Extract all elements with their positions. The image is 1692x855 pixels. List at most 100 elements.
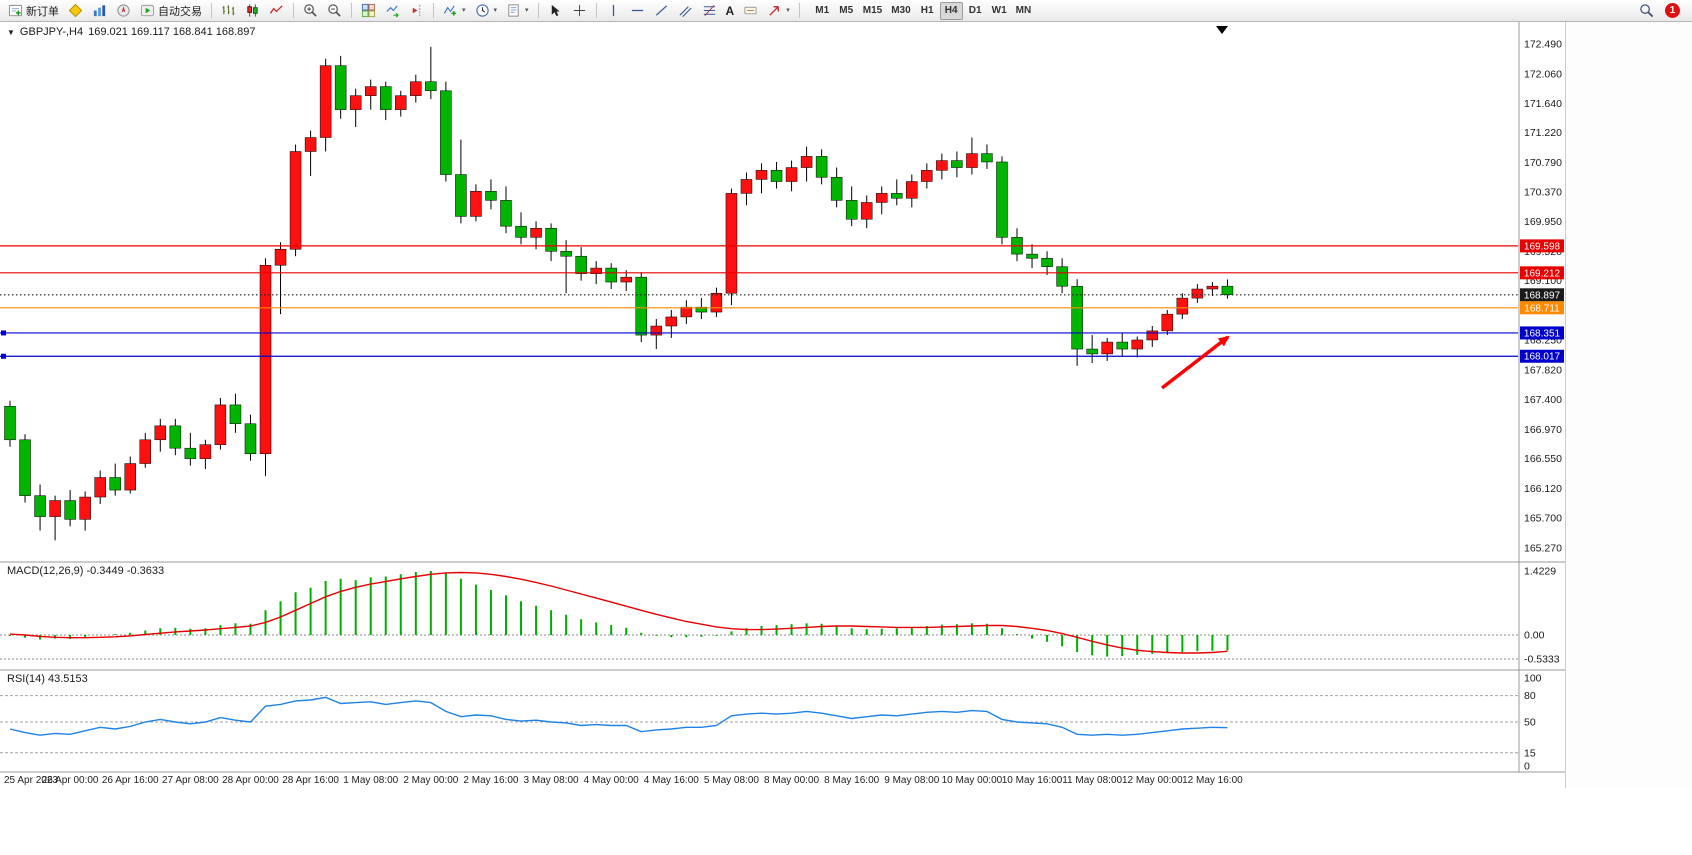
svg-text:0.00: 0.00	[1524, 630, 1545, 642]
zoom-in-button[interactable]	[299, 1, 322, 21]
rsi-level-lines	[0, 695, 1518, 754]
line-chart-icon	[269, 5, 283, 14]
svg-text:28 Apr 00:00: 28 Apr 00:00	[222, 775, 279, 786]
zoom-out-icon	[328, 4, 341, 17]
chart-canvas[interactable]: 172.490 172.060 171.640 171.220 170.790 170.3…	[0, 22, 1565, 788]
svg-text:169.950: 169.950	[1524, 216, 1562, 228]
market-watch-icon	[93, 5, 106, 17]
workspace-empty-area	[1565, 22, 1692, 788]
bar-chart-button[interactable]	[217, 1, 240, 21]
macd-histogram	[9, 570, 1229, 657]
zoom-out-button[interactable]	[323, 1, 346, 21]
line-chart-button[interactable]	[265, 1, 288, 21]
dropdown-caret-icon: ▾	[786, 7, 790, 14]
indicators-button[interactable]: ▾	[439, 1, 470, 21]
timeframe-button-m15[interactable]: M15	[859, 2, 886, 20]
timeframe-button-h1[interactable]: H1	[916, 2, 939, 20]
zoom-in-icon	[304, 4, 317, 17]
horizontal-line-button[interactable]	[626, 1, 649, 21]
search-icon	[1640, 4, 1654, 18]
svg-text:10 May 00:00: 10 May 00:00	[942, 775, 1003, 786]
line-handle[interactable]	[1, 330, 6, 336]
fibonacci-button[interactable]	[698, 1, 721, 21]
horizontal-line-icon	[631, 9, 643, 12]
svg-text:166.970: 166.970	[1524, 424, 1562, 436]
indicators-icon	[443, 5, 457, 16]
new-order-label: 新订单	[26, 5, 59, 18]
svg-text:169.598: 169.598	[1524, 241, 1561, 252]
dropdown-caret-icon: ▾	[493, 7, 498, 14]
svg-text:26 Apr 16:00: 26 Apr 16:00	[102, 775, 159, 786]
metaeditor-icon	[68, 3, 83, 18]
auto-scroll-icon	[386, 5, 399, 18]
channel-button[interactable]	[674, 1, 697, 21]
svg-text:12 May 16:00: 12 May 16:00	[1182, 775, 1243, 786]
svg-text:28 Apr 16:00: 28 Apr 16:00	[282, 775, 339, 786]
svg-text:5 May 08:00: 5 May 08:00	[704, 775, 759, 786]
svg-text:168.017: 168.017	[1524, 352, 1561, 363]
svg-text:168.897: 168.897	[1524, 290, 1561, 301]
metaeditor-button[interactable]	[64, 1, 87, 21]
toolbar-separator	[293, 3, 294, 18]
navigator-button[interactable]	[112, 1, 135, 21]
vertical-line-button[interactable]	[602, 1, 625, 21]
notification-badge[interactable]: 1	[1665, 3, 1680, 18]
svg-text:167.400: 167.400	[1524, 394, 1562, 406]
new-order-icon	[8, 4, 23, 17]
timeframe-button-w1[interactable]: W1	[988, 2, 1011, 20]
timeframe-button-mn[interactable]: MN	[1012, 2, 1036, 20]
trendline-button[interactable]	[650, 1, 673, 21]
svg-text:166.120: 166.120	[1524, 483, 1562, 495]
periods-button[interactable]: ▾	[471, 1, 502, 21]
toolbar-separator	[211, 3, 212, 18]
chart-shift-button[interactable]	[405, 1, 428, 21]
legend-ohlc-values: 169.021 169.117 168.841 168.897	[88, 26, 256, 38]
svg-text:172.490: 172.490	[1524, 39, 1562, 51]
svg-text:10 May 16:00: 10 May 16:00	[1002, 775, 1063, 786]
chart-window[interactable]: 172.490 172.060 171.640 171.220 170.790 170.3…	[0, 22, 1565, 788]
arrows-button[interactable]: ▾	[763, 1, 794, 21]
svg-text:170.370: 170.370	[1524, 186, 1562, 198]
market-watch-button[interactable]	[88, 1, 111, 21]
cursor-button[interactable]	[544, 1, 567, 21]
rsi-axis[interactable]: 100 80 50 15 0	[1524, 673, 1542, 773]
line-handle[interactable]	[1, 353, 6, 359]
timeframe-toolbar: M1 M5 M15 M30 H1 H4 D1 W1 MN	[811, 1, 1036, 20]
auto-scroll-button[interactable]	[381, 1, 404, 21]
chart-shift-marker[interactable]	[1216, 26, 1228, 34]
tile-windows-button[interactable]	[357, 1, 380, 21]
candlestick-chart-button[interactable]	[241, 1, 264, 21]
rsi-line	[9, 696, 1228, 736]
horizontal-line-objects	[0, 245, 1518, 359]
one-click-trading-toggle[interactable]: ▼	[7, 27, 15, 37]
timeframe-button-d1[interactable]: D1	[964, 2, 987, 20]
svg-text:169.212: 169.212	[1524, 268, 1561, 279]
timeframe-button-m5[interactable]: M5	[835, 2, 858, 20]
svg-text:2 May 00:00: 2 May 00:00	[403, 775, 458, 786]
chart-legend: ▼ GBPJPY-,H4 169.021 169.117 168.841 168…	[7, 26, 256, 38]
trend-arrow-annotation[interactable]	[1160, 335, 1230, 390]
macd-axis[interactable]: 1.4229 0.00 -0.5333	[1524, 565, 1560, 665]
svg-text:80: 80	[1524, 690, 1536, 702]
svg-text:15: 15	[1524, 747, 1536, 759]
svg-text:11 May 08:00: 11 May 08:00	[1062, 775, 1122, 786]
new-order-button[interactable]: 新订单	[4, 1, 63, 21]
text-tool-button[interactable]: A	[722, 1, 739, 21]
price-badges: 169.598 169.212 168.897 168.711 168.351 168.0…	[1520, 239, 1564, 363]
dropdown-caret-icon: ▾	[462, 7, 466, 14]
svg-text:4 May 00:00: 4 May 00:00	[584, 775, 639, 786]
toolbar-separator	[537, 3, 539, 18]
timeframe-button-h4[interactable]: H4	[939, 1, 963, 20]
timeframe-button-m30[interactable]: M30	[887, 2, 914, 20]
main-toolbar: 新订单 自动交易 ▾ ▾	[0, 0, 1692, 22]
crosshair-button[interactable]	[568, 1, 591, 21]
timeframe-button-m1[interactable]: M1	[811, 2, 834, 20]
templates-button[interactable]: ▾	[502, 1, 533, 21]
macd-indicator-label: MACD(12,26,9) -0.3449 -0.3633	[7, 565, 165, 577]
svg-text:4 May 16:00: 4 May 16:00	[644, 775, 699, 786]
autotrading-button[interactable]: 自动交易	[136, 1, 206, 21]
svg-text:167.820: 167.820	[1524, 364, 1562, 376]
search-button[interactable]	[1635, 1, 1658, 21]
text-label-button[interactable]	[739, 1, 762, 21]
